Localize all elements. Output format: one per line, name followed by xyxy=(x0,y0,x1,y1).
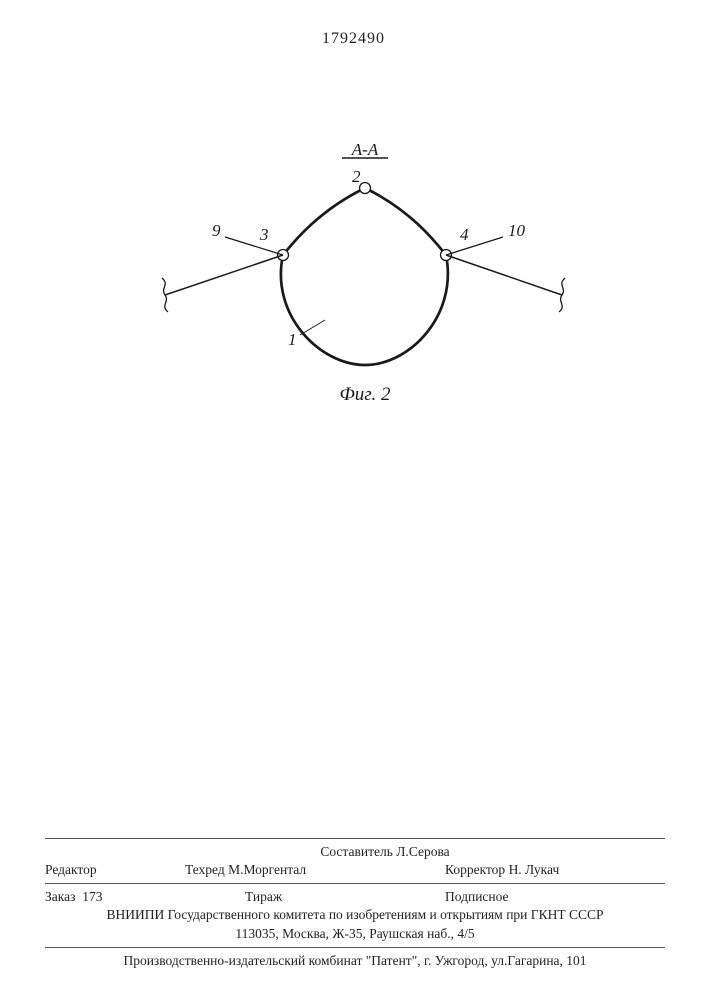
label-3: 3 xyxy=(259,225,269,244)
techred-name: М.Моргентал xyxy=(228,862,306,877)
order-num: 173 xyxy=(82,889,102,904)
label-10: 10 xyxy=(508,221,526,240)
figure-2-diagram: А-А 2 3 9 4 10 1 Фиг. 2 xyxy=(120,140,580,420)
label-4: 4 xyxy=(460,225,469,244)
corrector-name: Н. Лукач xyxy=(509,862,560,877)
page-number: 1792490 xyxy=(0,30,707,48)
label-1: 1 xyxy=(288,330,297,349)
footer-block: Составитель Л.Серова Редактор Техред М.М… xyxy=(45,834,665,970)
section-label: А-А xyxy=(351,140,379,159)
editor-label: Редактор xyxy=(45,861,185,879)
composer-name: Л.Серова xyxy=(396,844,449,859)
order-label: Заказ xyxy=(45,889,75,904)
composer-label: Составитель xyxy=(320,844,393,859)
label-2: 2 xyxy=(352,167,361,186)
podpis-label: Подписное xyxy=(445,888,509,906)
label-9: 9 xyxy=(212,221,221,240)
techred-label: Техред xyxy=(185,862,225,877)
figure-caption: Фиг. 2 xyxy=(340,384,391,405)
tirazh-label: Тираж xyxy=(245,888,445,906)
corrector-label: Корректор xyxy=(445,862,505,877)
org-line-2: 113035, Москва, Ж-35, Раушская наб., 4/5 xyxy=(45,925,665,943)
publisher-line: Производственно-издательский комбинат "П… xyxy=(45,952,665,970)
org-line-1: ВНИИПИ Государственного комитета по изоб… xyxy=(45,906,665,924)
